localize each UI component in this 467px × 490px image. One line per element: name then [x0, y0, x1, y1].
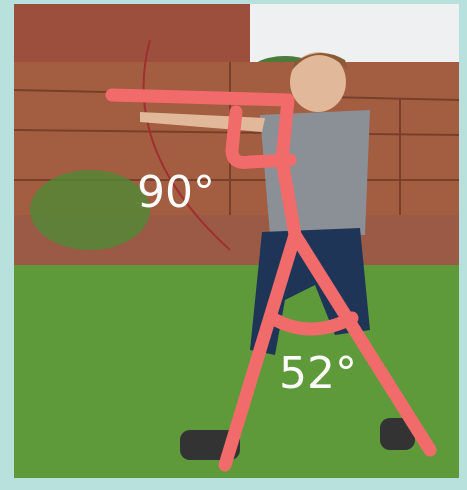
plant: [30, 170, 150, 250]
leg-angle-label: 52°: [279, 348, 357, 399]
screenshot: 90° 52°: [0, 0, 467, 490]
page: 90° 52° (() => { const data = JSON.parse…: [0, 0, 467, 490]
arm-angle-label: 90°: [137, 167, 215, 218]
shirt: [260, 110, 370, 235]
